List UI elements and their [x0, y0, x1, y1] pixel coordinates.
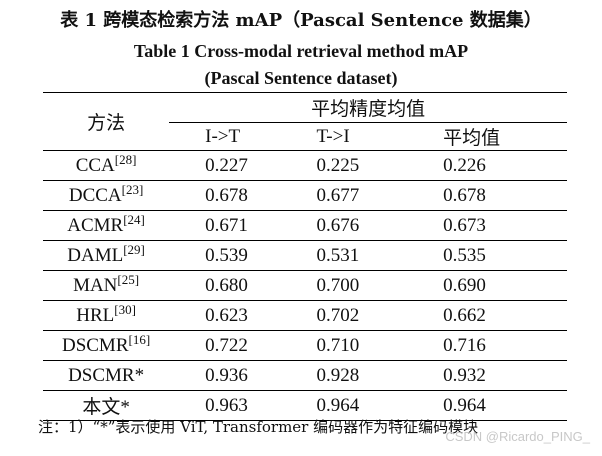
table-row: DAML[29] 0.539 0.531 0.535	[43, 240, 567, 271]
value-i2t: 0.678	[169, 180, 295, 211]
value-t2i: 0.928	[294, 360, 412, 391]
method-name: DSCMR*	[68, 364, 145, 386]
method-name: DAML	[67, 244, 124, 266]
value-average: 0.226	[411, 150, 567, 181]
value-average: 0.673	[411, 210, 567, 241]
value-i2t: 0.227	[169, 150, 295, 181]
method-column-header: 方法	[43, 92, 170, 151]
value-average: 0.662	[411, 300, 567, 331]
citation-reference: [28]	[114, 151, 137, 167]
method-cell: DAML[29]	[43, 240, 170, 271]
table-row: DSCMR[16] 0.722 0.710 0.716	[43, 330, 567, 361]
value-i2t: 0.539	[169, 240, 295, 271]
method-name: DSCMR	[61, 334, 129, 356]
table-footnote: 注：1）“*”表示使用 ViT, Transformer 编码器作为特征编码模块	[38, 418, 479, 436]
method-name: MAN	[73, 274, 118, 296]
value-average: 0.690	[411, 270, 567, 301]
method-cell: DSCMR[16]	[43, 330, 170, 361]
table-title-english: Table 1 Cross-modal retrieval method mAP…	[0, 38, 602, 92]
method-name: CCA	[75, 154, 115, 176]
citation-reference: [30]	[114, 301, 136, 317]
table-title-english-line2: (Pascal Sentence dataset)	[204, 68, 398, 88]
map-group-header: 平均精度均值	[169, 92, 567, 123]
value-average: 0.932	[411, 360, 567, 391]
value-t2i: 0.677	[294, 180, 412, 211]
value-t2i: 0.700	[294, 270, 412, 301]
value-t2i: 0.531	[294, 240, 412, 271]
column-header-i2t: I->T	[169, 122, 295, 151]
value-i2t: 0.680	[169, 270, 295, 301]
watermark: CSDN @Ricardo_PING_	[445, 429, 590, 444]
table-title-english-line1: Table 1 Cross-modal retrieval method mAP	[133, 41, 469, 61]
results-table: 方法 平均精度均值 I->T T->I 平均值 CCA[28] 0.227 0.22…	[43, 92, 567, 421]
table-row: DSCMR* 0.936 0.928 0.932	[43, 360, 567, 391]
value-i2t: 0.936	[169, 360, 295, 391]
value-t2i: 0.702	[294, 300, 412, 331]
citation-reference: [23]	[121, 181, 144, 197]
table-title-chinese: 表 1 跨模态检索方法 mAP（Pascal Sentence 数据集）	[60, 10, 542, 31]
value-average: 0.716	[411, 330, 567, 361]
method-name: 本文*	[82, 397, 130, 418]
method-cell: DSCMR*	[43, 360, 170, 391]
method-cell: DCCA[23]	[43, 180, 170, 211]
value-t2i: 0.225	[294, 150, 412, 181]
value-i2t: 0.722	[169, 330, 295, 361]
method-cell: ACMR[24]	[43, 210, 170, 241]
method-cell: CCA[28]	[43, 150, 170, 181]
results-table-body: CCA[28] 0.227 0.225 0.226 DCCA[23] 0.678 0.677…	[43, 150, 567, 421]
table-row: CCA[28] 0.227 0.225 0.226	[43, 150, 567, 181]
column-header-t2i: T->I	[294, 122, 412, 151]
column-header-average: 平均值	[411, 122, 567, 151]
table-row: ACMR[24] 0.671 0.676 0.673	[43, 210, 567, 241]
value-t2i: 0.964	[294, 390, 412, 421]
value-t2i: 0.710	[294, 330, 412, 361]
table-row: HRL[30] 0.623 0.702 0.662	[43, 300, 567, 331]
citation-reference: [25]	[117, 271, 140, 287]
method-cell: MAN[25]	[43, 270, 170, 301]
value-average: 0.535	[411, 240, 567, 271]
citation-reference: [16]	[128, 331, 151, 347]
method-cell: HRL[30]	[43, 300, 170, 331]
value-i2t: 0.671	[169, 210, 295, 241]
table-row: DCCA[23] 0.678 0.677 0.678	[43, 180, 567, 211]
value-t2i: 0.676	[294, 210, 412, 241]
method-cell: 本文*	[43, 390, 170, 421]
table-row: MAN[25] 0.680 0.700 0.690	[43, 270, 567, 301]
citation-reference: [29]	[123, 241, 145, 257]
citation-reference: [24]	[123, 211, 145, 227]
value-i2t: 0.623	[169, 300, 295, 331]
value-average: 0.964	[411, 390, 567, 421]
method-name: HRL	[76, 304, 115, 326]
method-name: DCCA	[68, 184, 122, 206]
value-average: 0.678	[411, 180, 567, 211]
value-i2t: 0.963	[169, 390, 295, 421]
table-row: 本文* 0.963 0.964 0.964	[43, 390, 567, 421]
method-name: ACMR	[67, 214, 124, 236]
